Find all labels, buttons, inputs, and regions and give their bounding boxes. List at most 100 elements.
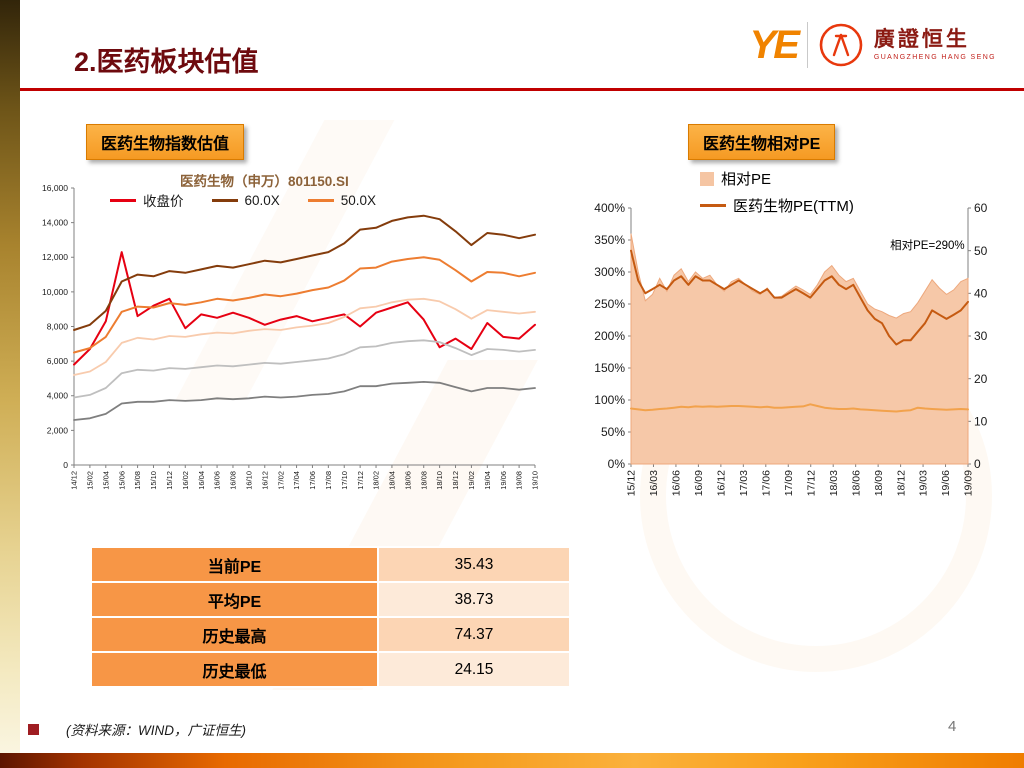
logo-company-name: 廣證恒生 (873, 27, 970, 52)
x-tick-label: 17/04 (292, 471, 301, 490)
x-tick-label: 17/12 (356, 471, 365, 490)
x-tick-label: 19/02 (467, 471, 476, 490)
x-tick-label: 17/08 (324, 471, 333, 490)
series-0 (73, 251, 536, 366)
y-tick-label: 250% (594, 297, 625, 311)
y2-tick-label: 0 (974, 457, 981, 471)
x-tick-label: 18/03 (828, 470, 840, 496)
y-tick-label: 6,000 (47, 356, 69, 366)
series-0 (630, 233, 969, 465)
x-tick-label: 16/08 (229, 471, 238, 490)
logo-company-subtitle: GUANGZHENG HANG SENG (873, 54, 996, 62)
y-tick-label: 2,000 (47, 425, 69, 435)
x-tick-label: 16/04 (197, 471, 206, 490)
legend-swatch (307, 198, 334, 202)
x-tick-label: 17/09 (783, 470, 795, 496)
left-chart-title: 医药生物（申万）801150.SI (180, 174, 349, 189)
x-tick-label: 19/08 (515, 471, 524, 490)
x-tick-label: 15/08 (133, 471, 142, 490)
left-chart-legend: 收盘价 60.0X 50.0X (110, 190, 376, 210)
annotation-label: 相对PE=290% (890, 238, 964, 252)
table-label-cell: 平均PE (90, 581, 379, 618)
right-chart-plot-svg: 0% 50% 100% 150% 200% 250% 300% 350% 400% 0 10 20 30… (594, 201, 988, 496)
y-tick-label: 300% (594, 265, 625, 279)
table-label-cell: 历史最低 (90, 651, 379, 688)
logo-emblem-icon (819, 23, 863, 67)
logo: YE 廣證恒生 GUANGZHENG HANG SENG (750, 22, 996, 68)
legend-item: 50.0X (307, 190, 377, 210)
x-tick-label: 15/02 (86, 471, 95, 490)
legend-swatch (700, 171, 714, 186)
pe-table: 当前PE 35.43 平均PE 38.73 历史最高 74.37 历史最低 24… (90, 546, 571, 688)
left-chart: 医药生物（申万）801150.SI 收盘价 60.0X 50.0X 0 2,000 4,… (22, 150, 567, 522)
x-tick-label: 15/04 (101, 471, 110, 490)
badge-left-chart: 医药生物指数估值 (86, 124, 245, 160)
x-tick-label: 19/10 (531, 471, 540, 490)
legend-item: 60.0X (211, 190, 280, 210)
table-label-cell: 历史最高 (90, 616, 379, 653)
left-accent-bar (0, 0, 20, 768)
page-number: 4 (948, 718, 957, 735)
x-tick-label: 16/03 (648, 470, 660, 496)
title-underline (20, 88, 1024, 91)
x-tick-label: 18/10 (435, 471, 444, 490)
left-chart-plot: 0 2,000 4,000 6,000 8,000 10,000 12,000 14,000 1… (22, 178, 547, 520)
x-tick-label: 18/12 (895, 470, 907, 496)
x-tick-label: 19/09 (963, 470, 975, 496)
table-value-cell: 38.73 (377, 581, 571, 618)
y-tick-label: 4,000 (47, 391, 69, 401)
source-note: (资料来源：WIND，广证恒生) (66, 723, 246, 738)
x-tick-label: 18/04 (388, 471, 397, 490)
x-tick-label: 19/04 (483, 471, 492, 490)
logo-text: 廣證恒生 GUANGZHENG HANG SENG (874, 28, 996, 62)
x-tick-label: 18/06 (403, 471, 412, 490)
x-tick-label: 16/06 (671, 470, 683, 496)
y-tick-label: 0% (608, 457, 626, 471)
y2-tick-label: 10 (974, 415, 988, 429)
legend-item: 相对PE (700, 168, 854, 189)
legend-swatch (110, 198, 136, 202)
legend-swatch (700, 204, 726, 207)
legend-label: 50.0X (340, 192, 377, 208)
table-row: 历史最低 24.15 (90, 651, 571, 688)
logo-divider (806, 22, 808, 68)
table-value-cell: 35.43 (377, 546, 571, 583)
y-tick-label: 16,000 (42, 183, 68, 193)
x-tick-label: 15/12 (626, 470, 638, 496)
y-tick-label: 14,000 (42, 218, 68, 228)
table-label-cell: 当前PE (90, 546, 379, 583)
x-tick-label: 16/02 (181, 471, 190, 490)
y2-tick-label: 40 (974, 287, 988, 301)
legend-item: 收盘价 (110, 190, 184, 210)
bottom-accent-bar (0, 753, 1024, 768)
x-tick-label: 17/03 (738, 470, 750, 496)
series-2 (630, 403, 969, 413)
right-chart-legend: 相对PE 医药生物PE(TTM) (700, 168, 854, 216)
x-tick-label: 17/12 (805, 470, 817, 496)
x-tick-label: 16/09 (693, 470, 705, 496)
y2-tick-label: 60 (974, 201, 988, 215)
table-value-cell: 24.15 (377, 651, 571, 688)
y-tick-label: 150% (594, 361, 625, 375)
x-tick-label: 18/02 (372, 471, 381, 490)
x-tick-label: 19/06 (940, 470, 952, 496)
legend-swatch (211, 198, 238, 202)
x-tick-label: 17/10 (340, 471, 349, 490)
table-row: 历史最高 74.37 (90, 616, 571, 653)
y-tick-label: 100% (594, 393, 625, 407)
y-tick-label: 200% (594, 329, 625, 343)
x-tick-label: 19/06 (499, 471, 508, 490)
legend-item: 医药生物PE(TTM) (700, 195, 854, 216)
y-tick-label: 50% (601, 425, 625, 439)
x-tick-label: 18/06 (850, 470, 862, 496)
x-tick-label: 16/12 (716, 470, 728, 496)
x-tick-label: 16/10 (244, 471, 253, 490)
table-value-cell: 74.37 (377, 616, 571, 653)
badge-right-chart: 医药生物相对PE (688, 124, 836, 160)
y-tick-label: 8,000 (47, 321, 69, 331)
table-row: 当前PE 35.43 (90, 546, 571, 583)
x-tick-label: 17/06 (308, 471, 317, 490)
page-title: 2.医药板块估值 (74, 47, 259, 77)
series-4 (73, 339, 536, 399)
